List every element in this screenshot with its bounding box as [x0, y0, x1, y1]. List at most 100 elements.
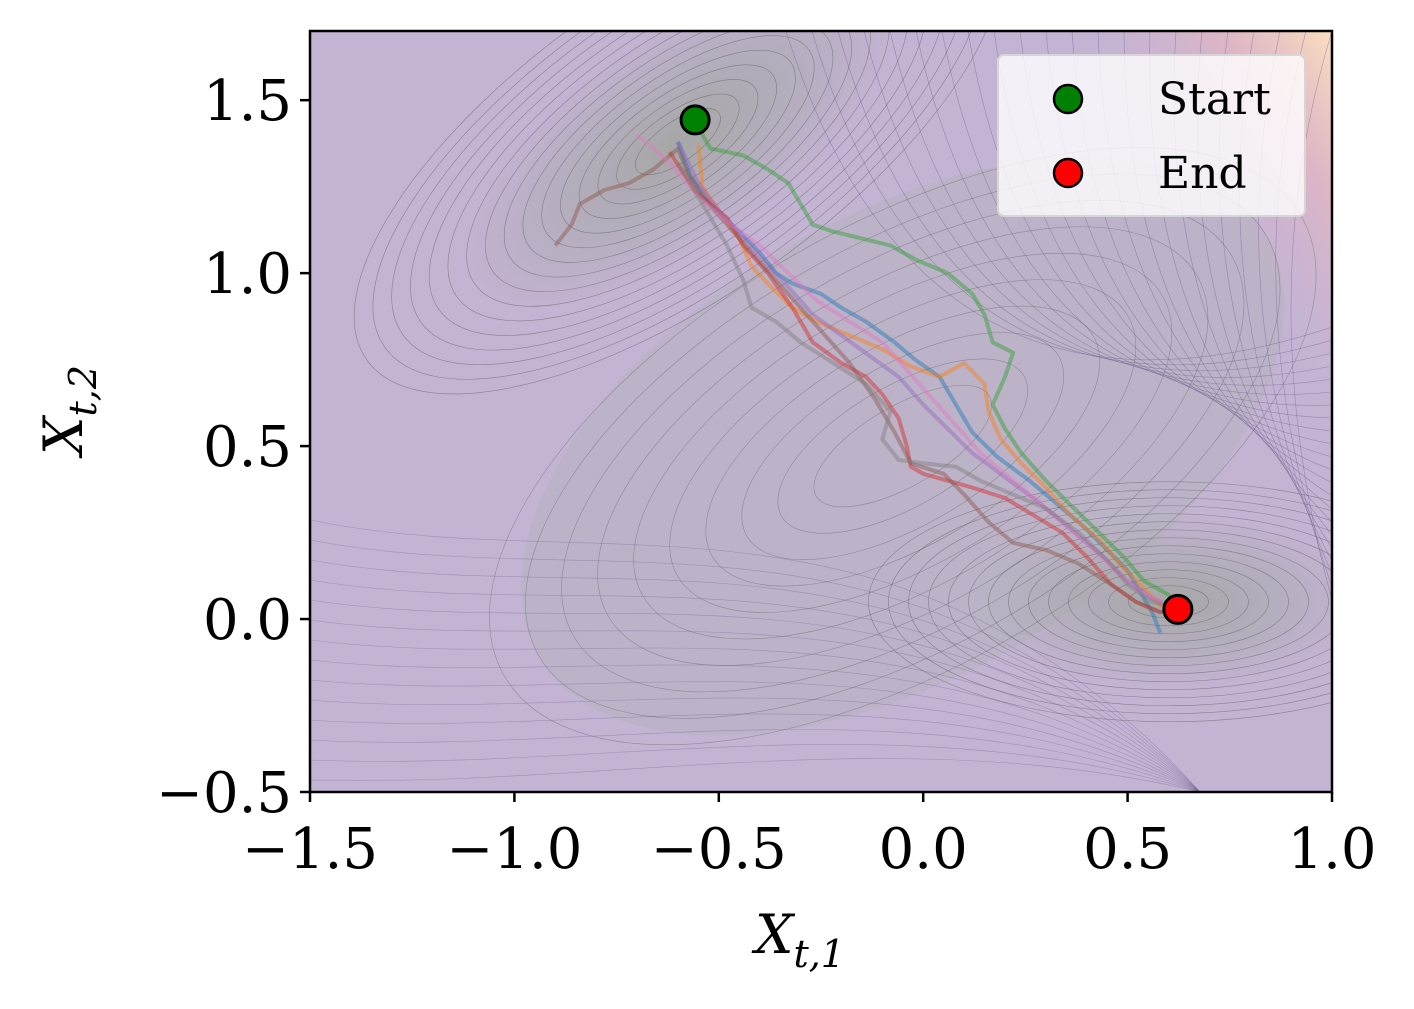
trajectory-line-6 — [553, 146, 1178, 615]
y-tick-label: 1.5 — [203, 69, 292, 134]
contour-line — [863, 31, 1332, 378]
x-tick-label: 1.0 — [1287, 817, 1376, 882]
contour-line — [310, 679, 1201, 792]
contour-line — [967, 31, 1332, 419]
contour-line — [310, 659, 1201, 792]
trajectory-line-2 — [676, 141, 1163, 634]
contour-line — [669, 279, 1137, 613]
contour-line — [310, 519, 1201, 792]
contour-line — [525, 173, 1281, 719]
contour-line — [811, 31, 1332, 366]
x-tick-label: −0.5 — [651, 817, 787, 882]
y-tick-label: 0.0 — [203, 588, 292, 653]
contour-line — [597, 226, 1209, 666]
contour-line — [447, 31, 909, 322]
contour-line — [410, 31, 946, 351]
contour-line — [503, 31, 852, 278]
contour-line — [635, 108, 721, 176]
contour-line — [941, 31, 1332, 406]
contour-line — [428, 31, 927, 336]
trajectory-line-8 — [676, 161, 1178, 611]
contour-line — [813, 384, 992, 508]
contour-line — [741, 332, 1064, 560]
contour-line — [1068, 561, 1269, 643]
contour-line — [310, 539, 1201, 792]
trajectory-line-3 — [696, 144, 1178, 611]
contour-line — [777, 358, 1028, 534]
contour-line — [889, 31, 1332, 386]
x-axis-title-subscript: t,1 — [793, 932, 845, 976]
trajectory-line-7 — [635, 133, 1190, 614]
contour-line — [1088, 569, 1249, 635]
contour-line — [705, 305, 1101, 587]
legend-end-marker — [1052, 157, 1084, 189]
y-axis-title-main: X — [32, 414, 95, 459]
legend: Start End — [997, 54, 1306, 217]
energy-contours — [310, 31, 1332, 792]
contour-line — [310, 599, 1201, 792]
contour-line — [310, 559, 1201, 792]
contour-line — [785, 31, 1332, 361]
contour-line — [988, 529, 1332, 675]
energy-basin-shade — [968, 511, 1332, 692]
end-marker — [1162, 593, 1194, 625]
contour-line — [1108, 577, 1229, 627]
contour-line — [915, 31, 1332, 395]
y-axis-ticks: −0.5 0.0 0.5 1.0 1.5 — [156, 69, 310, 826]
x-tick-label: 0.5 — [1083, 817, 1172, 882]
contour-line — [391, 31, 965, 366]
contour-line — [485, 31, 871, 292]
energy-basin-shade — [455, 31, 901, 316]
x-tick-label: −1.0 — [446, 817, 582, 882]
trajectory-line-4 — [668, 151, 1182, 615]
contour-line — [968, 521, 1332, 683]
y-tick-label: −0.5 — [156, 761, 292, 826]
trajectory-line-5 — [676, 140, 1178, 611]
contour-line — [372, 31, 984, 380]
y-tick-label: 0.5 — [203, 415, 292, 480]
contour-line — [1048, 553, 1289, 651]
contour-line — [353, 31, 1002, 395]
contour-line — [888, 489, 1332, 715]
contour-line — [522, 31, 834, 263]
contour-line — [310, 713, 1201, 792]
legend-start-label: Start — [1158, 74, 1271, 125]
contour-line — [578, 64, 777, 219]
contour-line — [1008, 537, 1329, 667]
contour-line — [868, 481, 1332, 723]
x-axis-ticks: −1.5 −1.0 −0.5 0.0 0.5 1.0 — [242, 792, 1377, 882]
contour-line — [560, 49, 796, 234]
contour-line — [310, 758, 1201, 792]
contour-line — [616, 93, 740, 190]
contour-line — [310, 619, 1201, 792]
contour-line — [310, 744, 1201, 792]
x-axis-title: Xt,1 — [751, 903, 845, 976]
start-end-markers — [679, 104, 1194, 625]
contour-line — [541, 35, 815, 249]
contour-line — [310, 639, 1201, 792]
x-axis-title-main: X — [751, 903, 796, 966]
contour-line — [561, 200, 1245, 693]
legend-end-label: End — [1158, 148, 1247, 199]
contour-line — [310, 697, 1201, 792]
contour-line — [466, 31, 890, 307]
contour-line — [908, 497, 1332, 707]
plot-frame — [308, 29, 1334, 794]
start-marker — [679, 104, 711, 136]
contour-line — [1028, 545, 1309, 659]
contour-line — [837, 31, 1332, 371]
y-axis-title: Xt,2 — [32, 365, 105, 459]
y-tick-label: 1.0 — [203, 242, 292, 307]
y-axis-title-subscript: t,2 — [61, 365, 105, 417]
x-tick-label: 0.0 — [879, 817, 968, 882]
trajectory-lines — [553, 119, 1190, 634]
contour-line — [948, 513, 1332, 691]
x-tick-label: −1.5 — [242, 817, 378, 882]
contour-line — [928, 505, 1332, 699]
contour-line — [597, 79, 759, 205]
contour-line — [310, 729, 1201, 792]
contour-line — [310, 579, 1201, 792]
legend-start-marker — [1052, 83, 1084, 115]
